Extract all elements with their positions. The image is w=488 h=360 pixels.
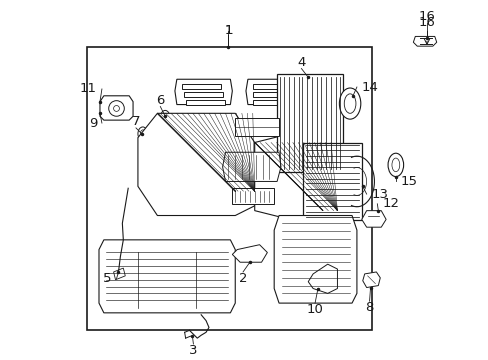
- Text: 16: 16: [418, 16, 434, 29]
- Polygon shape: [274, 216, 356, 303]
- Ellipse shape: [391, 158, 399, 172]
- Text: 8: 8: [365, 301, 373, 314]
- Text: 6: 6: [156, 94, 164, 107]
- Bar: [183, 92, 222, 97]
- Bar: [252, 84, 289, 89]
- Polygon shape: [100, 96, 133, 120]
- Ellipse shape: [161, 111, 169, 122]
- Text: 11: 11: [80, 82, 97, 95]
- Polygon shape: [361, 211, 386, 227]
- Text: 1: 1: [224, 24, 232, 37]
- Ellipse shape: [138, 127, 147, 140]
- Bar: [277, 75, 343, 172]
- Bar: [303, 143, 361, 220]
- Text: 16: 16: [418, 10, 434, 23]
- Ellipse shape: [163, 113, 167, 119]
- Polygon shape: [362, 272, 380, 288]
- Polygon shape: [138, 113, 254, 216]
- Polygon shape: [222, 152, 281, 181]
- Ellipse shape: [339, 88, 360, 119]
- Text: 7: 7: [131, 115, 140, 128]
- Polygon shape: [235, 118, 279, 136]
- Text: 13: 13: [371, 188, 388, 201]
- Text: 12: 12: [382, 197, 398, 210]
- Circle shape: [113, 105, 119, 111]
- Text: 3: 3: [189, 344, 197, 357]
- Polygon shape: [254, 128, 337, 225]
- Text: 4: 4: [297, 55, 305, 68]
- Polygon shape: [232, 188, 274, 204]
- Polygon shape: [307, 264, 337, 293]
- Text: 15: 15: [400, 175, 417, 188]
- Polygon shape: [99, 240, 235, 313]
- Bar: [252, 100, 289, 104]
- Polygon shape: [245, 79, 298, 104]
- Text: 5: 5: [103, 272, 111, 285]
- Text: 10: 10: [306, 303, 323, 316]
- Circle shape: [108, 101, 124, 116]
- Bar: [182, 84, 220, 89]
- Ellipse shape: [387, 153, 403, 177]
- Ellipse shape: [140, 130, 145, 138]
- Bar: [87, 47, 371, 330]
- Polygon shape: [175, 79, 232, 104]
- Bar: [252, 92, 289, 97]
- Text: 14: 14: [361, 81, 378, 94]
- Polygon shape: [113, 268, 125, 280]
- Ellipse shape: [344, 94, 355, 113]
- Text: 9: 9: [88, 117, 97, 130]
- Bar: [185, 100, 224, 104]
- Text: 2: 2: [238, 272, 247, 285]
- Text: 1: 1: [224, 24, 232, 37]
- Polygon shape: [412, 36, 436, 46]
- Polygon shape: [232, 245, 267, 262]
